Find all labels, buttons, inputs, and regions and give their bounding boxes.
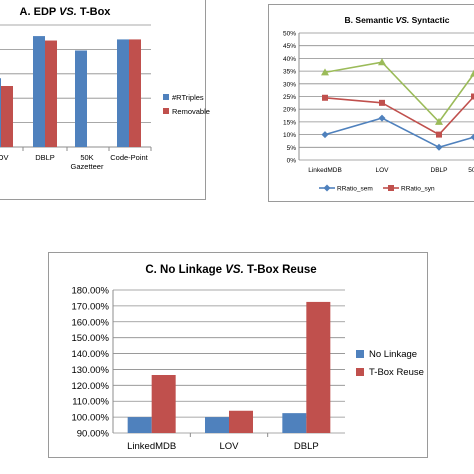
- bar-t-box-reuse-linkedmdb: [151, 375, 176, 433]
- line-rratio-sem: [324, 117, 474, 149]
- x-tick-label: LOV: [219, 441, 239, 452]
- y-tick-label: 35%: [283, 69, 296, 76]
- point-rratio-syn-lov: [379, 99, 385, 106]
- y-tick-label: 50%: [283, 31, 296, 38]
- legend-marker-rratio-syn: [388, 185, 394, 191]
- y-tick-label: 140.00%: [71, 349, 109, 360]
- x-tick-label: LinkedMDB: [127, 441, 176, 452]
- point-rratio-syn-50k: [471, 93, 474, 100]
- y-tick-label: 160.00%: [71, 317, 109, 328]
- x-tick-label: Code-Point: [110, 153, 148, 162]
- y-tick-label: 120.00%: [71, 381, 109, 392]
- x-tick-label: LOV: [0, 153, 9, 162]
- y-tick-label: 130.00%: [71, 365, 109, 376]
- point-series-3-50k: [470, 69, 474, 77]
- y-tick-label: 90.00%: [77, 429, 110, 440]
- legend-swatch-t-box-reuse: [356, 368, 364, 376]
- point-series-3-dblp: [435, 117, 443, 125]
- y-tick-label: 5%: [287, 145, 297, 152]
- chart-title: C. No Linkage VS. T-Box Reuse: [145, 264, 316, 276]
- x-tick-label: DBLP: [294, 441, 319, 452]
- bar-rtriples-50k-gazetteer: [75, 50, 87, 147]
- legend-label-rratio-syn: RRatio_syn: [401, 186, 435, 193]
- y-tick-label: 150.00%: [71, 333, 109, 344]
- bar-rtriples-dblp: [33, 36, 45, 147]
- chart-title: B. Semantic VS. Syntactic: [345, 15, 450, 25]
- x-tick-label: 50K: [468, 167, 474, 174]
- bar-no-linkage-lov: [205, 417, 229, 433]
- bar-no-linkage-dblp: [282, 413, 307, 433]
- y-tick-label: 45%: [283, 43, 296, 50]
- bar-removable-lov: [1, 86, 13, 147]
- chart-semantic-vs-syntactic: B. Semantic VS. Syntactic 0% 5% 10% 15% 20% 25…: [283, 15, 474, 193]
- legend-swatch-removable: [163, 108, 169, 114]
- bar-t-box-reuse-dblp: [306, 301, 331, 433]
- point-rratio-sem-50k: [470, 133, 474, 141]
- legend-label-no-linkage: No Linkage: [369, 349, 417, 360]
- legend-label-rtriples: #RTriples: [172, 93, 204, 102]
- x-tick-label: DBLP: [431, 167, 448, 174]
- bar-no-linkage-linkedmdb: [127, 417, 152, 433]
- point-rratio-syn-linkedmdb: [322, 94, 328, 101]
- line-series-3: [324, 61, 474, 124]
- legend-marker-rratio-sem: [323, 184, 331, 192]
- chart-no-linkage-vs-tbox-reuse: C. No Linkage VS. T-Box Reuse 90.00% 100.0…: [71, 264, 424, 452]
- point-series-3-linkedmdb: [321, 68, 329, 76]
- y-tick-label: 40%: [283, 56, 296, 63]
- x-tick-label: LinkedMDB: [308, 167, 342, 174]
- bar-rtriples-lov: [0, 78, 1, 147]
- chart-panel-no-linkage-vs-tbox-reuse: C. No Linkage VS. T-Box Reuse 90.00% 100.0…: [48, 252, 428, 458]
- y-tick-label: 180.00%: [71, 286, 109, 297]
- legend-label-removable: Removable: [172, 107, 210, 116]
- x-tick-label: 50K: [80, 153, 93, 162]
- y-tick-label: 100.00%: [71, 413, 109, 424]
- bar-removable-code-point: [129, 39, 141, 147]
- chart-panel-semantic-vs-syntactic: B. Semantic VS. Syntactic 0% 5% 10% 15% 20% 25…: [268, 4, 474, 202]
- point-rratio-sem-lov: [378, 114, 386, 122]
- y-tick-label: 0%: [287, 158, 297, 165]
- y-tick-label: 25%: [283, 94, 296, 101]
- legend-swatch-rtriples: [163, 94, 169, 100]
- chart-title: A. EDP VS. T-Box: [20, 6, 112, 18]
- bar-rtriples-code-point: [117, 39, 129, 147]
- y-tick-label: 15%: [283, 119, 296, 126]
- bar-t-box-reuse-lov: [229, 410, 253, 433]
- x-tick-label: DBLP: [35, 153, 55, 162]
- x-tick-label: Gazetteer: [71, 162, 104, 171]
- legend-label-t-box-reuse: T-Box Reuse: [369, 367, 424, 378]
- y-tick-label: 30%: [283, 81, 296, 88]
- legend-label-rratio-sem: RRatio_sem: [337, 186, 373, 193]
- legend-swatch-no-linkage: [356, 350, 364, 358]
- point-series-3-lov: [378, 58, 386, 66]
- x-tick-label: LOV: [375, 167, 389, 174]
- y-tick-label: 110.00%: [72, 397, 109, 408]
- y-tick-label: 20%: [283, 107, 296, 114]
- bar-removable-dblp: [45, 40, 57, 148]
- point-rratio-sem-linkedmdb: [321, 131, 329, 139]
- line-rratio-syn: [324, 95, 474, 136]
- y-tick-label: 10%: [283, 132, 296, 139]
- point-rratio-sem-dblp: [435, 143, 443, 151]
- y-tick-label: 170.00%: [71, 301, 109, 312]
- point-rratio-syn-dblp: [436, 131, 442, 138]
